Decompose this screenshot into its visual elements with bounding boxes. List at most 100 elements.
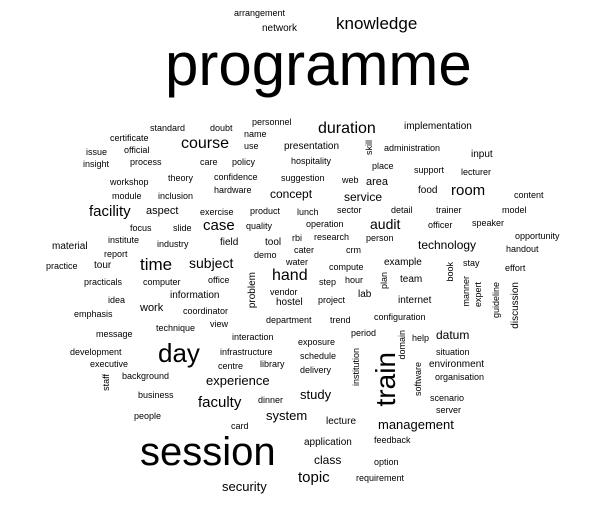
word-institute: institute (108, 235, 140, 245)
word-study: study (300, 387, 332, 402)
word-dinner: dinner (258, 395, 284, 405)
word-hostel: hostel (276, 297, 303, 308)
word-compute: compute (329, 262, 364, 272)
word-use: use (244, 141, 259, 151)
word-content: content (514, 190, 544, 200)
word-feedback: feedback (374, 435, 411, 445)
word-office: office (208, 275, 230, 285)
word-card: card (231, 421, 249, 431)
word-infrastructure: infrastructure (220, 347, 273, 357)
word-quality: quality (246, 221, 273, 231)
word-facility: facility (89, 203, 131, 220)
word-area: area (366, 176, 389, 188)
word-software: software (413, 362, 423, 397)
word-theory: theory (168, 173, 194, 183)
word-knowledge: knowledge (336, 14, 418, 33)
word-practicals: practicals (84, 277, 123, 287)
word-business: business (138, 390, 174, 400)
word-book: book (445, 262, 455, 282)
word-food: food (418, 185, 438, 196)
word-scenario: scenario (430, 393, 465, 403)
word-train: train (370, 352, 401, 407)
word-coordinator: coordinator (183, 306, 229, 316)
word-detail: detail (391, 205, 413, 215)
word-server: server (436, 405, 462, 415)
word-emphasis: emphasis (74, 309, 113, 319)
word-requirement: requirement (356, 473, 405, 483)
word-workshop: workshop (110, 177, 149, 187)
word-lecturer: lecturer (461, 167, 492, 177)
word-example: example (384, 257, 422, 268)
word-standard: standard (150, 123, 186, 133)
word-operation: operation (306, 219, 344, 229)
word-stay: stay (463, 258, 480, 268)
word-place: place (372, 161, 394, 171)
word-discussion: discussion (510, 282, 521, 329)
word-officer: officer (428, 220, 453, 230)
word-view: view (210, 319, 229, 329)
word-project: project (318, 295, 346, 305)
word-configuration: configuration (374, 312, 426, 322)
word-focus: focus (130, 223, 152, 233)
word-datum: datum (436, 328, 470, 342)
word-handout: handout (506, 244, 539, 254)
word-staff: staff (101, 374, 111, 391)
word-development: development (70, 347, 122, 357)
word-network: network (262, 23, 298, 34)
word-option: option (374, 457, 399, 467)
word-system: system (266, 408, 308, 423)
word-rbi: rbi (292, 233, 303, 243)
word-centre: centre (218, 361, 244, 371)
word-day: day (158, 338, 200, 368)
word-expert: expert (473, 282, 483, 308)
word-model: model (502, 205, 527, 215)
word-executive: executive (90, 359, 129, 369)
word-step: step (319, 277, 337, 287)
word-policy: policy (232, 157, 256, 167)
word-trainer: trainer (436, 205, 462, 215)
word-input: input (471, 149, 493, 160)
word-trend: trend (330, 315, 351, 325)
word-support: support (414, 165, 445, 175)
word-demo: demo (254, 250, 277, 260)
word-lecture: lecture (326, 416, 357, 427)
word-manner: manner (461, 276, 471, 307)
word-information: information (170, 290, 220, 301)
word-name: name (244, 129, 267, 139)
word-course: course (181, 135, 230, 152)
word-idea: idea (108, 295, 126, 305)
word-problem: problem (247, 272, 258, 309)
word-tool: tool (265, 237, 282, 248)
word-lunch: lunch (297, 207, 319, 217)
word-library: library (260, 359, 285, 369)
word-opportunity: opportunity (515, 231, 560, 241)
word-team: team (400, 274, 423, 285)
word-slide: slide (173, 223, 192, 233)
word-computer: computer (143, 277, 181, 287)
word-internet: internet (398, 295, 432, 306)
word-period: period (351, 328, 377, 338)
word-effort: effort (505, 263, 526, 273)
word-personnel: personnel (252, 117, 292, 127)
word-institution: institution (351, 348, 361, 387)
word-insight: insight (83, 159, 110, 169)
word-suggestion: suggestion (281, 173, 325, 183)
word-people: people (134, 411, 162, 421)
word-department: department (266, 315, 312, 325)
word-lab: lab (358, 289, 372, 300)
word-background: background (122, 371, 170, 381)
word-doubt: doubt (210, 123, 233, 133)
word-class: class (314, 453, 342, 467)
word-person: person (366, 233, 394, 243)
word-process: process (130, 157, 162, 167)
word-programme: programme (165, 31, 472, 98)
word-aspect: aspect (146, 205, 179, 217)
word-official: official (124, 145, 150, 155)
word-confidence: confidence (214, 172, 258, 182)
word-service: service (344, 190, 383, 204)
word-technique: technique (156, 323, 196, 333)
word-crm: crm (346, 245, 361, 255)
word-inclusion: inclusion (158, 191, 194, 201)
word-vendor: vendor (270, 287, 298, 297)
word-room: room (451, 182, 486, 199)
